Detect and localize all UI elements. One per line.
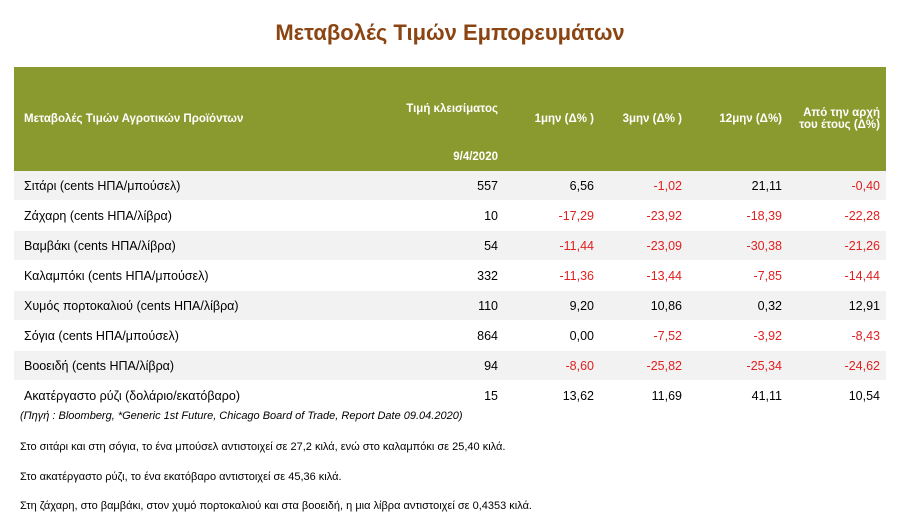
change-1m: 13,62	[504, 380, 600, 411]
change-1m: -8,60	[504, 350, 600, 381]
change-12m: -7,85	[688, 260, 788, 291]
change-3m: -1,02	[600, 171, 688, 201]
change-3m: -23,09	[600, 230, 688, 261]
closing-price: 332	[354, 260, 504, 291]
change-1m: -11,36	[504, 260, 600, 291]
change-1m: 9,20	[504, 290, 600, 321]
change-3m: -13,44	[600, 260, 688, 291]
change-1m: -11,44	[504, 230, 600, 261]
header-3m: 3μην (Δ% )	[600, 67, 688, 171]
table-row: Ακατέργαστο ρύζι (δολάριο/εκατόβαρο) 15 …	[14, 380, 886, 411]
change-ytd: -0,40	[788, 171, 886, 201]
table-row: Βοοειδή (cents ΗΠΑ/λίβρα) 94 -8,60 -25,8…	[14, 350, 886, 381]
table-body: Σιτάρι (cents ΗΠΑ/μπούσελ) 557 6,56 -1,0…	[14, 171, 886, 411]
header-price-label: Τιμή κλεισίματος	[406, 103, 498, 115]
header-1m: 1μην (Δ% )	[504, 67, 600, 171]
note-pound: Στη ζάχαρη, στο βαμβάκι, στον χυμό πορτο…	[20, 500, 532, 512]
product-name: Χυμός πορτοκαλιού (cents ΗΠΑ/λίβρα)	[14, 290, 354, 321]
change-1m: 6,56	[504, 171, 600, 201]
closing-price: 54	[354, 230, 504, 261]
table-row: Χυμός πορτοκαλιού (cents ΗΠΑ/λίβρα) 110 …	[14, 290, 886, 321]
change-12m: -30,38	[688, 230, 788, 261]
header-ytd-line2: του έτους (Δ%)	[799, 119, 880, 131]
header-price: Τιμή κλεισίματος 9/4/2020	[354, 67, 504, 171]
change-ytd: -22,28	[788, 200, 886, 231]
header-product: Μεταβολές Τιμών Αγροτικών Προϊόντων	[14, 67, 354, 171]
product-name: Βοοειδή (cents ΗΠΑ/λίβρα)	[14, 350, 354, 381]
note-bushel: Στο σιτάρι και στη σόγια, το ένα μπούσελ…	[20, 441, 506, 453]
change-12m: 21,11	[688, 171, 788, 201]
closing-price: 15	[354, 380, 504, 411]
header-price-date: 9/4/2020	[453, 151, 498, 163]
change-ytd: 12,91	[788, 290, 886, 321]
closing-price: 110	[354, 290, 504, 321]
change-1m: -17,29	[504, 200, 600, 231]
header-12m: 12μην (Δ%)	[688, 67, 788, 171]
change-3m: -23,92	[600, 200, 688, 231]
closing-price: 557	[354, 171, 504, 201]
commodity-price-table: Μεταβολές Τιμών Αγροτικών Προϊόντων Τιμή…	[14, 67, 886, 411]
closing-price: 864	[354, 320, 504, 351]
change-3m: 11,69	[600, 380, 688, 411]
change-12m: -18,39	[688, 200, 788, 231]
change-1m: 0,00	[504, 320, 600, 351]
table-row: Βαμβάκι (cents ΗΠΑ/λίβρα) 54 -11,44 -23,…	[14, 230, 886, 261]
change-ytd: -8,43	[788, 320, 886, 351]
change-12m: 0,32	[688, 290, 788, 321]
product-name: Ζάχαρη (cents ΗΠΑ/λίβρα)	[14, 200, 354, 231]
source-note: (Πηγή : Bloomberg, *Generic 1st Future, …	[20, 410, 463, 422]
page-title: Μεταβολές Τιμών Εμπορευμάτων	[275, 20, 625, 45]
product-name: Σόγια (cents ΗΠΑ/μπούσελ)	[14, 320, 354, 351]
change-ytd: 10,54	[788, 380, 886, 411]
product-name: Ακατέργαστο ρύζι (δολάριο/εκατόβαρο)	[14, 380, 354, 411]
product-name: Σιτάρι (cents ΗΠΑ/μπούσελ)	[14, 171, 354, 201]
note-hundredweight: Στο ακατέργαστο ρύζι, το ένα εκατόβαρο α…	[20, 471, 342, 483]
change-12m: -25,34	[688, 350, 788, 381]
change-3m: -25,82	[600, 350, 688, 381]
product-name: Βαμβάκι (cents ΗΠΑ/λίβρα)	[14, 230, 354, 261]
change-12m: -3,92	[688, 320, 788, 351]
table-header-row: Μεταβολές Τιμών Αγροτικών Προϊόντων Τιμή…	[14, 67, 886, 171]
change-3m: -7,52	[600, 320, 688, 351]
change-ytd: -14,44	[788, 260, 886, 291]
product-name: Καλαμπόκι (cents ΗΠΑ/μπούσελ)	[14, 260, 354, 291]
header-ytd: Από την αρχή του έτους (Δ%)	[788, 67, 886, 171]
table-row: Καλαμπόκι (cents ΗΠΑ/μπούσελ) 332 -11,36…	[14, 260, 886, 291]
change-ytd: -21,26	[788, 230, 886, 261]
change-12m: 41,11	[688, 380, 788, 411]
closing-price: 10	[354, 200, 504, 231]
closing-price: 94	[354, 350, 504, 381]
table-row: Σόγια (cents ΗΠΑ/μπούσελ) 864 0,00 -7,52…	[14, 320, 886, 351]
table-row: Σιτάρι (cents ΗΠΑ/μπούσελ) 557 6,56 -1,0…	[14, 171, 886, 201]
table-row: Ζάχαρη (cents ΗΠΑ/λίβρα) 10 -17,29 -23,9…	[14, 200, 886, 231]
change-3m: 10,86	[600, 290, 688, 321]
change-ytd: -24,62	[788, 350, 886, 381]
header-ytd-line1: Από την αρχή	[803, 107, 880, 119]
